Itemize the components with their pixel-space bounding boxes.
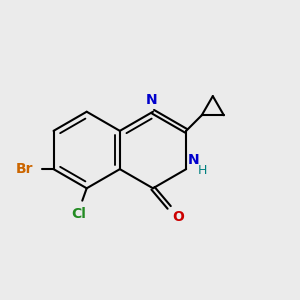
Text: Br: Br <box>15 162 33 176</box>
Text: O: O <box>172 210 184 224</box>
Text: Cl: Cl <box>71 207 86 221</box>
Text: N: N <box>188 153 199 167</box>
Text: N: N <box>146 93 157 107</box>
Text: H: H <box>197 164 207 177</box>
